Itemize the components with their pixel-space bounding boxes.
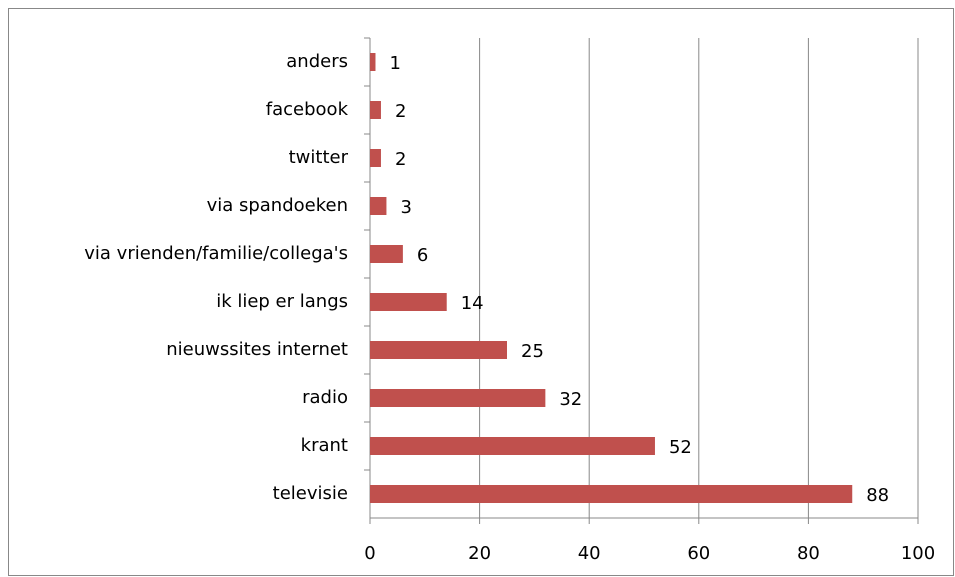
bar: [370, 101, 381, 119]
y-tick-label: radio: [302, 387, 348, 408]
data-label: 1: [389, 53, 400, 74]
y-tick-label: krant: [301, 435, 348, 456]
x-tick-label: 60: [687, 543, 710, 564]
bar: [370, 485, 853, 503]
chart-frame: [8, 8, 954, 576]
x-tick-label: 80: [797, 543, 820, 564]
bar: [370, 245, 403, 263]
y-tick-label: nieuwssites internet: [166, 339, 348, 360]
data-label: 2: [395, 149, 406, 170]
y-tick-label: via spandoeken: [207, 195, 348, 216]
x-tick-label: 0: [364, 543, 375, 564]
data-label: 6: [417, 245, 428, 266]
x-tick-label: 40: [578, 543, 601, 564]
x-tick-label: 100: [901, 543, 935, 564]
y-tick-label: facebook: [266, 99, 349, 120]
bar: [370, 389, 546, 407]
bar: [370, 53, 376, 71]
data-label: 88: [866, 485, 889, 506]
x-tick-label: 20: [468, 543, 491, 564]
data-label: 3: [400, 197, 411, 218]
bar: [370, 197, 387, 215]
bar: [370, 437, 655, 455]
bar: [370, 293, 447, 311]
data-label: 52: [669, 437, 692, 458]
y-tick-label: twitter: [289, 147, 349, 168]
data-label: 32: [559, 389, 582, 410]
data-label: 2: [395, 101, 406, 122]
y-tick-label: via vrienden/familie/collega's: [84, 243, 348, 264]
y-tick-label: ik liep er langs: [216, 291, 348, 312]
data-label: 14: [461, 293, 484, 314]
bar: [370, 149, 381, 167]
y-tick-label: anders: [286, 51, 348, 72]
y-tick-label: televisie: [273, 483, 348, 504]
bar: [370, 341, 507, 359]
data-label: 25: [521, 341, 544, 362]
